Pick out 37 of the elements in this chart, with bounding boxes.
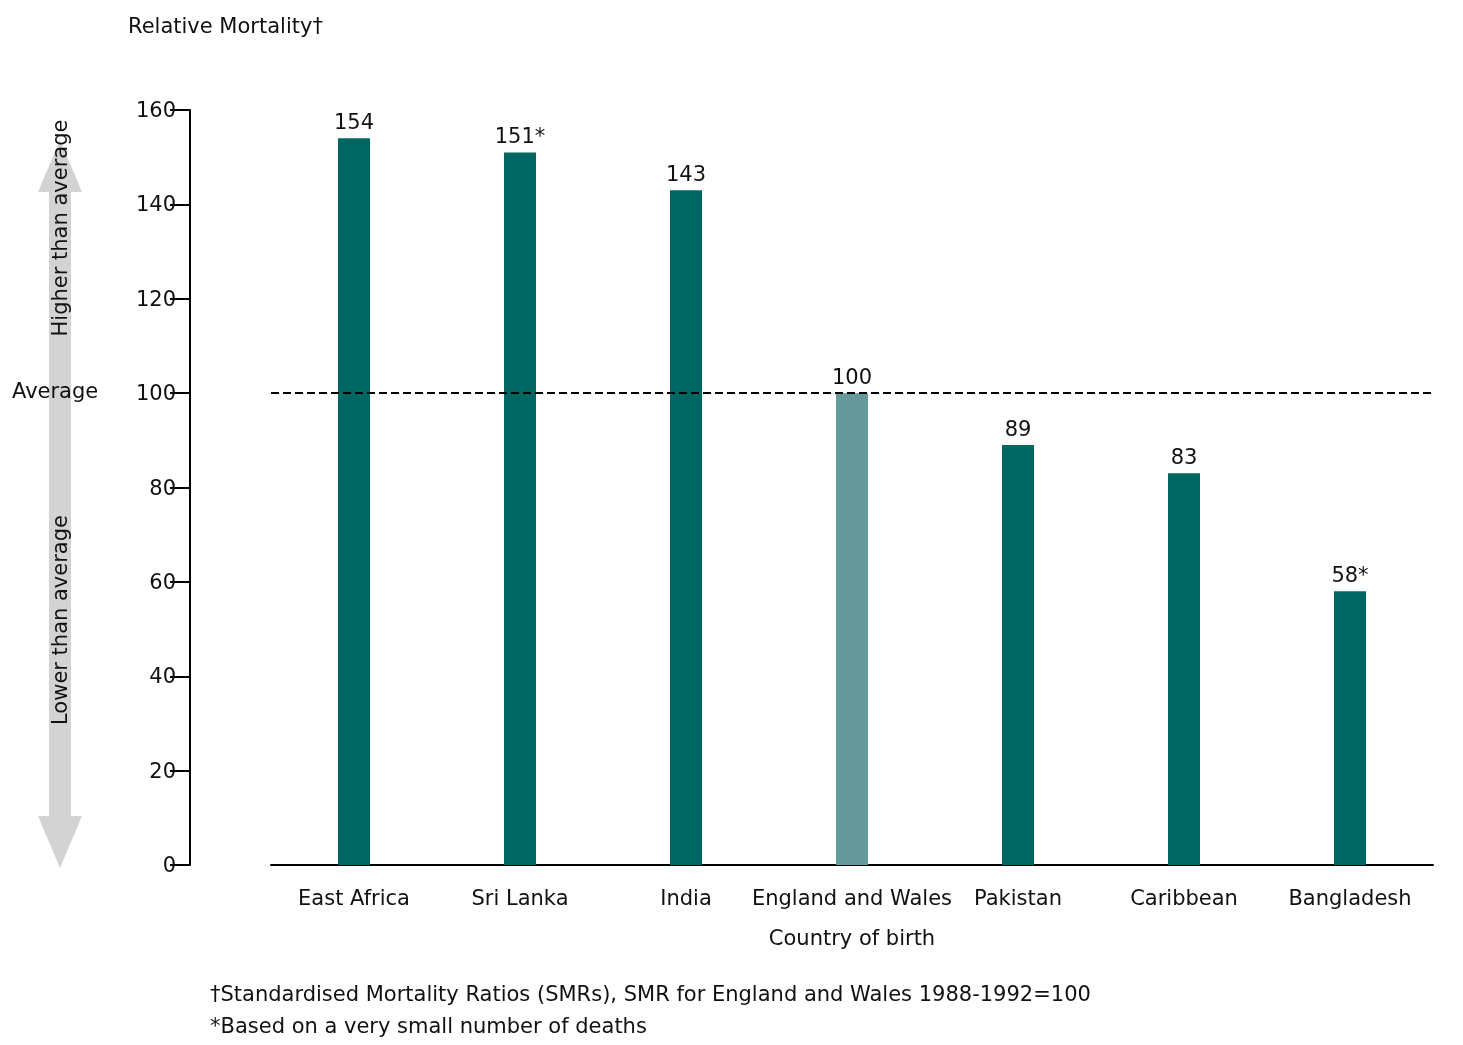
y-tick-label: 120 <box>135 286 176 311</box>
x-tick-label: Sri Lanka <box>471 885 569 910</box>
bar <box>338 138 370 865</box>
text: Lower than average <box>48 514 72 725</box>
bar <box>504 152 536 865</box>
x-tick-label: India <box>660 885 712 910</box>
bar <box>670 190 702 865</box>
text: †Standardised Mortality Ratios (SMRs), SMR for England and Wales 1988-1992=100 <box>210 982 1091 1006</box>
y-axis-title: Relative Mortality† <box>128 14 323 38</box>
bar <box>1334 591 1366 865</box>
bar <box>1002 445 1034 865</box>
y-tick-label: 140 <box>135 192 176 217</box>
y-tick-label: 60 <box>149 569 176 594</box>
y-tick-label: 20 <box>149 758 176 783</box>
data-label: 58* <box>1331 562 1369 587</box>
x-tick-label: Bangladesh <box>1288 885 1412 910</box>
y-tick-label: 40 <box>149 664 176 689</box>
bar <box>836 393 868 865</box>
data-label: 151* <box>494 123 546 148</box>
y-tick-label: 0 <box>162 853 176 877</box>
x-tick-label: Pakistan <box>974 885 1062 910</box>
y-tick-label: 160 <box>135 98 176 122</box>
text: Higher than average <box>48 119 72 337</box>
x-tick-label: East Africa <box>298 885 410 910</box>
x-axis-title: Country of birth <box>768 926 936 950</box>
data-label: 143 <box>665 161 707 186</box>
bar <box>1168 473 1200 865</box>
ref-line-label: Average <box>12 379 99 404</box>
data-label: 89 <box>1004 416 1032 441</box>
x-tick-label: England and Wales <box>751 885 953 910</box>
x-tick-label: Caribbean <box>1130 885 1238 910</box>
y-tick-label: 80 <box>149 475 176 500</box>
data-label: 100 <box>831 364 873 389</box>
text: *Based on a very small number of deaths <box>210 1014 647 1038</box>
data-label: 83 <box>1170 444 1198 469</box>
data-label: 154 <box>333 109 375 134</box>
y-tick-label: 100 <box>135 381 176 406</box>
